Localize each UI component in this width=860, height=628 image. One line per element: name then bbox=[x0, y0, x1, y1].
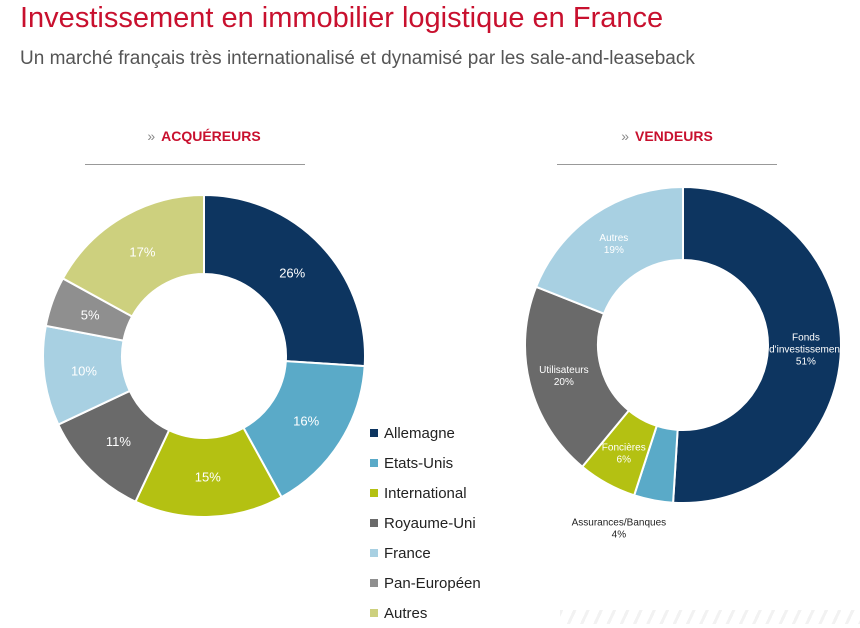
legend-label: France bbox=[384, 544, 431, 562]
legend-label: International bbox=[384, 484, 467, 502]
acquereurs-data-label: 11% bbox=[106, 434, 131, 449]
sellers-heading: » VENDEURS bbox=[557, 128, 777, 144]
vendeurs-data-label: Fonds bbox=[792, 332, 820, 343]
vendeurs-slice-utilisateurs bbox=[524, 285, 631, 469]
legend-swatch bbox=[370, 489, 378, 497]
vendeurs-slice-autres bbox=[534, 185, 684, 316]
chevron-icon: » bbox=[621, 128, 629, 144]
acquereurs-slice-etats-unis bbox=[242, 360, 366, 499]
legend-item-royaume-uni: Royaume-Uni bbox=[370, 508, 481, 538]
legend-swatch bbox=[370, 609, 378, 617]
chevron-icon: » bbox=[147, 128, 156, 144]
legend-item-autres: Autres bbox=[370, 598, 481, 628]
sellers-heading-label: VENDEURS bbox=[635, 128, 713, 144]
legend-item-allemagne: Allemagne bbox=[370, 418, 481, 448]
vendeurs-data-label: 51% bbox=[796, 356, 816, 367]
acquereurs-slice-autres bbox=[61, 193, 205, 318]
decorative-stripes bbox=[560, 610, 860, 624]
acquereurs-data-label: 15% bbox=[195, 469, 221, 484]
buyers-heading-label: ACQUÉREURS bbox=[161, 128, 261, 144]
sellers-heading-rule bbox=[557, 164, 777, 165]
buyers-heading: » ACQUÉREURS bbox=[94, 128, 314, 144]
legend-swatch bbox=[370, 579, 378, 587]
acquereurs-data-label: 5% bbox=[81, 308, 100, 323]
legend-swatch bbox=[370, 459, 378, 467]
legend-item-france: France bbox=[370, 538, 481, 568]
vendeurs-slice-fonds-d-investissement bbox=[672, 185, 843, 504]
legend-label: Royaume-Uni bbox=[384, 514, 476, 532]
vendeurs-data-label: 6% bbox=[617, 454, 632, 465]
legend-label: Autres bbox=[384, 604, 428, 622]
legend-label: Etats-Unis bbox=[384, 454, 454, 472]
buyers-heading-rule bbox=[85, 164, 305, 165]
page-subtitle: Un marché français très internationalisé… bbox=[20, 48, 695, 69]
legend-swatch bbox=[370, 549, 378, 557]
acquereurs-data-label: 26% bbox=[279, 266, 305, 281]
legend-swatch bbox=[370, 429, 378, 437]
vendeurs-data-label: Autres bbox=[599, 233, 628, 244]
legend-item-etats-unis: Etats-Unis bbox=[370, 448, 481, 478]
acquereurs-slice-allemagne bbox=[203, 193, 366, 368]
acquereurs-data-label: 16% bbox=[293, 413, 319, 428]
vendeurs-data-label: d'investissement bbox=[769, 344, 843, 355]
vendeurs-data-label: 20% bbox=[554, 377, 574, 388]
acquereurs-data-label: 10% bbox=[71, 364, 97, 379]
vendeurs-data-label: Foncières bbox=[602, 442, 646, 453]
acquereurs-data-label: 17% bbox=[129, 244, 155, 259]
legend-label: Allemagne bbox=[384, 424, 455, 442]
vendeurs-data-label: Utilisateurs bbox=[539, 365, 588, 376]
buyers-legend: Allemagne Etats-Unis International Royaume-… bbox=[370, 418, 481, 628]
vendeurs-data-label: 19% bbox=[604, 245, 624, 256]
legend-swatch bbox=[370, 519, 378, 527]
page-title: Investissement en immobilier logistique … bbox=[20, 2, 664, 34]
legend-label: Pan-Européen bbox=[384, 574, 481, 592]
legend-item-international: International bbox=[370, 478, 481, 508]
vendeurs-data-label: 4% bbox=[612, 530, 627, 541]
legend-item-pan-europeen: Pan-Européen bbox=[370, 568, 481, 598]
vendeurs-data-label: Assurances/Banques bbox=[572, 518, 667, 529]
